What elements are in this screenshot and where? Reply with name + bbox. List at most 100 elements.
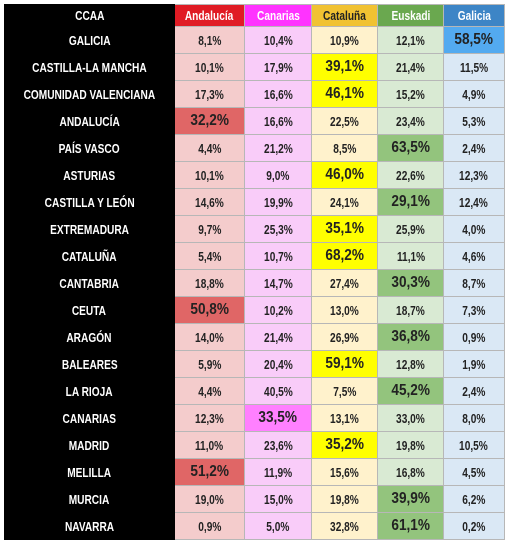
value-cell-text: 7,5% <box>333 383 357 399</box>
value-cell-text: 35,1% <box>325 220 365 237</box>
row-label-text: CANARIAS <box>62 410 117 426</box>
value-cell-text: 7,3% <box>462 302 486 318</box>
value-cell: 5,4% <box>173 242 245 270</box>
row-label: MURCIA <box>4 485 175 513</box>
value-cell-text: 32,2% <box>190 112 229 129</box>
value-cell: 16,8% <box>377 458 444 486</box>
value-cell: 22,6% <box>377 161 444 189</box>
value-cell-text: 23,4% <box>396 113 426 129</box>
value-cell-text: 13,1% <box>330 410 360 426</box>
value-cell-text: 29,1% <box>391 193 430 210</box>
value-cell-text: 24,1% <box>330 194 360 210</box>
value-cell-text: 27,4% <box>330 275 360 291</box>
value-cell: 45,2% <box>377 377 444 405</box>
table-row: BALEARES 5,9% 20,4% 59,1% 12,8% 1,9% <box>4 350 505 378</box>
value-cell-text: 14,7% <box>263 275 293 291</box>
value-cell-text: 33,0% <box>396 410 426 426</box>
row-label: ARAGÓN <box>4 323 175 351</box>
row-label: CANTABRIA <box>4 269 175 297</box>
value-cell-text: 9,0% <box>266 167 290 183</box>
row-label-text: GALICIA <box>68 32 111 48</box>
table-row: MELILLA 51,2% 11,9% 15,6% 16,8% 4,5% <box>4 458 505 486</box>
value-cell: 15,2% <box>377 80 444 108</box>
table-row: MADRID 11,0% 23,6% 35,2% 19,8% 10,5% <box>4 431 505 459</box>
value-cell: 46,0% <box>311 161 379 189</box>
row-label: ASTURIAS <box>4 161 175 189</box>
header-cell-text: Canarias <box>256 8 300 23</box>
value-cell-text: 18,7% <box>396 302 426 318</box>
value-cell: 2,4% <box>442 134 505 162</box>
value-cell-text: 10,5% <box>459 437 489 453</box>
table-row: PAÍS VASCO 4,4% 21,2% 8,5% 63,5% 2,4% <box>4 134 505 162</box>
value-cell-text: 5,9% <box>197 356 221 372</box>
table-row: CANTABRIA 18,8% 14,7% 27,4% 30,3% 8,7% <box>4 269 505 297</box>
header-cell-text: Cataluña <box>323 8 367 23</box>
value-cell-text: 8,5% <box>333 140 357 156</box>
header-cell-text: Andalucía <box>185 8 234 23</box>
value-cell-text: 11,9% <box>263 464 293 480</box>
value-cell: 13,0% <box>311 296 379 324</box>
table-row: ANDALUCÍA 32,2% 16,6% 22,5% 23,4% 5,3% <box>4 107 505 135</box>
table-row: CASTILLA Y LEÓN 14,6% 19,9% 24,1% 29,1% 12,4% <box>4 188 505 216</box>
value-cell: 13,1% <box>311 404 379 432</box>
value-cell: 7,3% <box>442 296 505 324</box>
value-cell: 22,5% <box>311 107 379 135</box>
value-cell-text: 14,6% <box>194 194 224 210</box>
value-cell: 16,6% <box>243 80 313 108</box>
value-cell-text: 13,0% <box>330 302 360 318</box>
value-cell: 10,1% <box>173 161 245 189</box>
value-cell: 7,5% <box>311 377 379 405</box>
value-cell-text: 6,2% <box>462 491 486 507</box>
value-cell: 21,4% <box>377 53 444 81</box>
value-cell-text: 4,4% <box>197 140 221 156</box>
value-cell: 35,1% <box>311 215 379 243</box>
value-cell-text: 10,9% <box>330 32 360 48</box>
value-cell: 59,1% <box>311 350 379 378</box>
value-cell: 20,4% <box>243 350 313 378</box>
header-cell: Canarias <box>243 4 313 27</box>
value-cell: 18,7% <box>377 296 444 324</box>
value-cell: 8,0% <box>442 404 505 432</box>
value-cell-text: 8,1% <box>197 32 221 48</box>
value-cell-text: 12,3% <box>194 410 224 426</box>
header-row: CCAA Andalucía Canarias Cataluña Euskadi Gali… <box>4 4 505 27</box>
row-label-text: CATALUÑA <box>61 248 117 264</box>
value-cell-text: 10,2% <box>263 302 293 318</box>
value-cell: 5,3% <box>442 107 505 135</box>
value-cell-text: 25,9% <box>396 221 426 237</box>
value-cell: 39,1% <box>311 53 379 81</box>
table-row: CEUTA 50,8% 10,2% 13,0% 18,7% 7,3% <box>4 296 505 324</box>
value-cell: 61,1% <box>377 512 444 540</box>
value-cell: 14,7% <box>243 269 313 297</box>
value-cell-text: 17,9% <box>263 59 293 75</box>
value-cell-text: 16,6% <box>263 113 293 129</box>
value-cell-text: 51,2% <box>190 463 229 480</box>
row-label-text: CANTABRIA <box>59 275 120 291</box>
value-cell: 17,9% <box>243 53 313 81</box>
value-cell-text: 10,4% <box>263 32 293 48</box>
value-cell: 29,1% <box>377 188 444 216</box>
value-cell: 4,9% <box>442 80 505 108</box>
value-cell-text: 0,9% <box>197 518 221 534</box>
value-cell: 0,9% <box>442 323 505 351</box>
value-cell-text: 4,0% <box>462 221 486 237</box>
table-row: EXTREMADURA 9,7% 25,3% 35,1% 25,9% 4,0% <box>4 215 505 243</box>
row-label-text: ASTURIAS <box>63 167 116 183</box>
row-label: COMUNIDAD VALENCIANA <box>4 80 175 108</box>
value-cell-text: 10,1% <box>194 167 224 183</box>
value-cell: 19,0% <box>173 485 245 513</box>
value-cell: 35,2% <box>311 431 379 459</box>
row-label: EXTREMADURA <box>4 215 175 243</box>
header-cell-text: Galicia <box>457 8 491 23</box>
value-cell-text: 22,5% <box>330 113 360 129</box>
table-row: GALICIA 8,1% 10,4% 10,9% 12,1% 58,5% <box>4 26 505 54</box>
value-cell: 0,9% <box>173 512 245 540</box>
value-cell: 12,3% <box>173 404 245 432</box>
value-cell: 6,2% <box>442 485 505 513</box>
value-cell-text: 20,4% <box>263 356 293 372</box>
value-cell: 10,2% <box>243 296 313 324</box>
value-cell-text: 21,2% <box>263 140 293 156</box>
value-cell: 11,5% <box>442 53 505 81</box>
value-cell: 23,4% <box>377 107 444 135</box>
table-row: CANARIAS 12,3% 33,5% 13,1% 33,0% 8,0% <box>4 404 505 432</box>
